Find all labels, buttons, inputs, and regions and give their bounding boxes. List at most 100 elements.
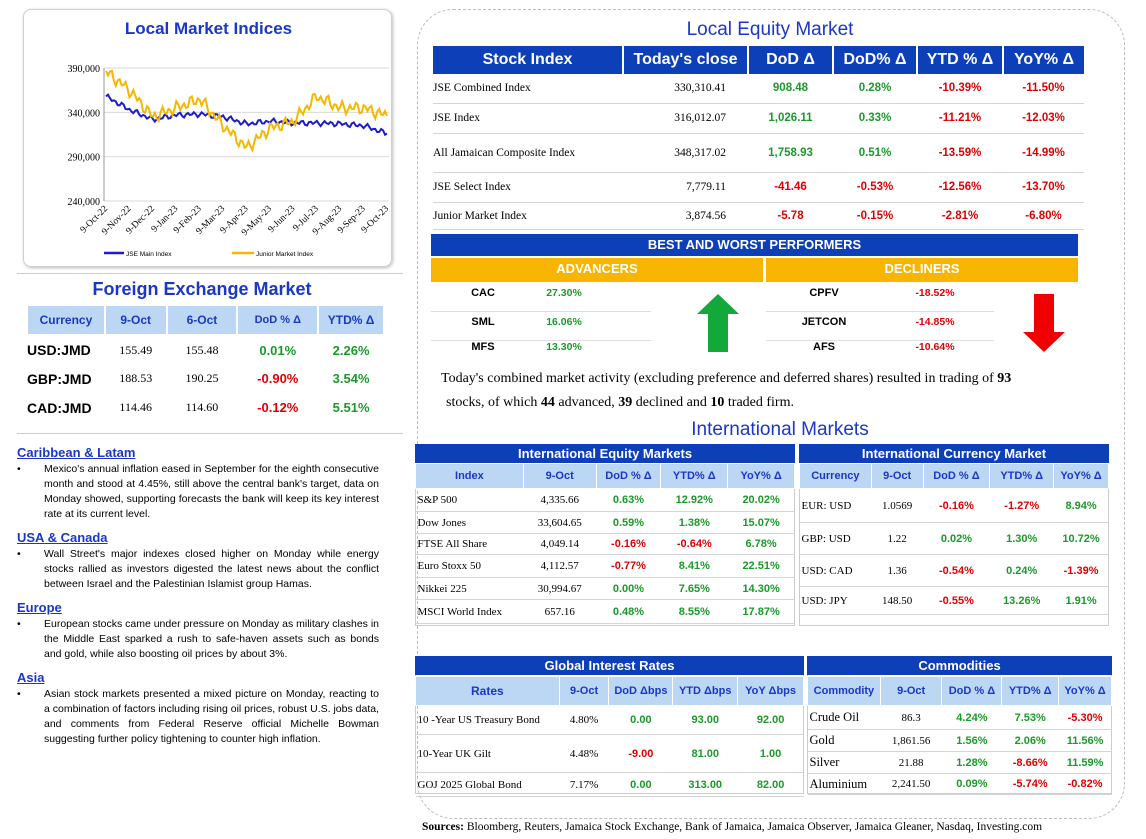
- ieq-label: Nikkei 225: [415, 577, 524, 600]
- icur-cell: 8.94%: [1053, 488, 1109, 523]
- decliners-label: DECLINERS: [766, 258, 1078, 282]
- ieq-label: FTSE All Share: [415, 533, 524, 555]
- news-region-link[interactable]: Europe: [17, 600, 62, 615]
- equity-index-name: JSE Combined Index: [433, 74, 623, 104]
- fx-row: USD:JMD 155.49 155.48 0.01% 2.26%: [27, 335, 384, 364]
- ieq-cell: -0.77%: [596, 554, 661, 578]
- fx-cell: 114.46: [119, 400, 152, 414]
- equity-cell: 0.51%: [833, 133, 917, 173]
- divider: [766, 311, 994, 312]
- ieq-label: Euro Stoxx 50: [415, 554, 524, 578]
- sources-text: Bloomberg, Reuters, Jamaica Stock Exchan…: [463, 821, 1043, 833]
- equity-cell: -13.70%: [1003, 172, 1084, 203]
- fx-table: Currency 9-Oct 6-Oct DoD % Δ YTD% Δ USD:…: [26, 304, 385, 422]
- icur-cell: 1.22: [871, 522, 924, 555]
- equity-cell: -10.39%: [917, 74, 1003, 104]
- decliner-change: -10.64%: [915, 341, 955, 353]
- bullet-icon: •: [17, 463, 21, 475]
- rates-cell: -9.00: [608, 734, 673, 773]
- rates-table: Rates 9-Oct DoD Δbps YTD Δbps YoY Δbps 1…: [415, 676, 804, 797]
- equity-cell: 0.28%: [833, 74, 917, 104]
- advancer-symbol: MFS: [471, 341, 495, 353]
- rates-header: YoY Δbps: [737, 676, 804, 706]
- fx-cell: 114.60: [185, 400, 219, 414]
- icur-cell: -0.55%: [923, 586, 990, 615]
- ieq-row: Nikkei 225 30,994.67 0.00% 7.65% 14.30%: [415, 577, 795, 600]
- news-text: Mexico's annual inflation eased in Septe…: [44, 463, 379, 520]
- icur-label: EUR: USD: [799, 488, 872, 523]
- advancer-symbol: SML: [471, 316, 495, 328]
- comm-header: DoD % Δ: [941, 676, 1003, 706]
- comm-header: Commodity: [807, 676, 881, 706]
- fx-header: YTD% Δ: [317, 304, 385, 336]
- performers-title: BEST AND WORST PERFORMERS: [431, 234, 1078, 256]
- intl-title: International Markets: [691, 419, 869, 440]
- comm-cell: -0.82%: [1058, 773, 1112, 795]
- comm-cell: 4.24%: [941, 705, 1002, 730]
- news-item: • European stocks came under pressure on …: [17, 617, 379, 662]
- summary-text: Today's combined market activity (exclud…: [441, 371, 998, 386]
- summary-text: declined and: [632, 395, 711, 410]
- fx-cell: 0.01%: [259, 342, 297, 358]
- equity-cell: 348,317.02: [623, 133, 748, 173]
- icur-header: YoY% Δ: [1053, 463, 1109, 489]
- icur-label: USD: CAD: [799, 554, 872, 587]
- rates-title: Global Interest Rates: [415, 656, 804, 675]
- rates-cell: 0.00: [608, 772, 673, 797]
- ieq-cell: 0.00%: [596, 577, 661, 600]
- equity-header: Today's close: [623, 46, 749, 74]
- ieq-cell: 0.59%: [596, 511, 661, 534]
- news-region-link[interactable]: Asia: [17, 670, 45, 685]
- ieq-cell: 0.63%: [596, 488, 661, 512]
- comm-cell: 1.56%: [941, 729, 1002, 752]
- intl-currency-title: International Currency Market: [799, 444, 1109, 463]
- legend-label-junior: Junior Market Index: [256, 251, 314, 258]
- icur-cell: -1.27%: [989, 488, 1054, 523]
- comm-cell: 1,861.56: [880, 729, 942, 752]
- comm-cell: 7.53%: [1001, 705, 1059, 730]
- equity-index-name: JSE Index: [433, 103, 623, 134]
- equity-cell: -5.78: [748, 202, 833, 230]
- fx-cell: 155.48: [185, 342, 219, 357]
- rates-cell: 313.00: [672, 772, 738, 797]
- ieq-cell: -0.16%: [596, 533, 661, 555]
- rates-label: 10 -Year US Treasury Bond: [415, 705, 560, 735]
- ieq-cell: 17.87%: [727, 599, 795, 624]
- equity-cell: 0.33%: [833, 103, 917, 134]
- ieq-cell: 33,604.65: [523, 511, 597, 534]
- equity-cell: -41.46: [748, 172, 833, 203]
- equity-cell: 1,758.93: [748, 133, 833, 173]
- icur-row: EUR: USD 1.0569 -0.16% -1.27% 8.94%: [799, 488, 1109, 523]
- equity-header: DoD% Δ: [833, 46, 918, 74]
- equity-cell: -11.21%: [917, 103, 1003, 134]
- news-section: Caribbean & Latam • Mexico's annual inflat…: [17, 445, 379, 747]
- comm-cell: -8.66%: [1001, 751, 1059, 774]
- comm-cell: 11.59%: [1058, 751, 1112, 774]
- icur-header: Currency: [799, 463, 872, 489]
- y-tick-label: 390,000: [68, 64, 101, 75]
- summary-count-total: 93: [997, 371, 1012, 386]
- comm-label: Aluminium: [807, 773, 881, 795]
- comm-cell: 21.88: [880, 751, 942, 774]
- decliner-change: -18.52%: [915, 287, 955, 299]
- news-text: Wall Street's major indexes closed highe…: [44, 548, 379, 590]
- icur-cell: 148.50: [871, 586, 924, 615]
- rates-cell: 92.00: [737, 705, 804, 735]
- ieq-row: FTSE All Share 4,049.14 -0.16% -0.64% 6.78%: [415, 533, 795, 555]
- summary-text: stocks, of which: [446, 395, 541, 410]
- fx-cell: 155.49: [119, 342, 153, 357]
- ieq-row: Euro Stoxx 50 4,112.57 -0.77% 8.41% 22.51%: [415, 554, 795, 578]
- rates-cell: 1.00: [737, 734, 804, 773]
- news-region-link[interactable]: Caribbean & Latam: [17, 445, 136, 460]
- rates-header: DoD Δbps: [608, 676, 674, 706]
- commodities-title: Commodities: [807, 656, 1112, 675]
- icur-label: USD: JPY: [799, 586, 872, 615]
- equity-index-name: JSE Select Index: [433, 172, 623, 203]
- equity-row: JSE Index 316,012.07 1,026.11 0.33% -11.21% -…: [433, 103, 1084, 134]
- ieq-header: Index: [415, 463, 524, 489]
- fx-row: CAD:JMD 114.46 114.60 -0.12% 5.51%: [27, 393, 384, 422]
- news-region-link[interactable]: USA & Canada: [17, 530, 108, 545]
- equity-header: Stock Index: [433, 46, 624, 74]
- summary-count-firm: 10: [710, 395, 725, 410]
